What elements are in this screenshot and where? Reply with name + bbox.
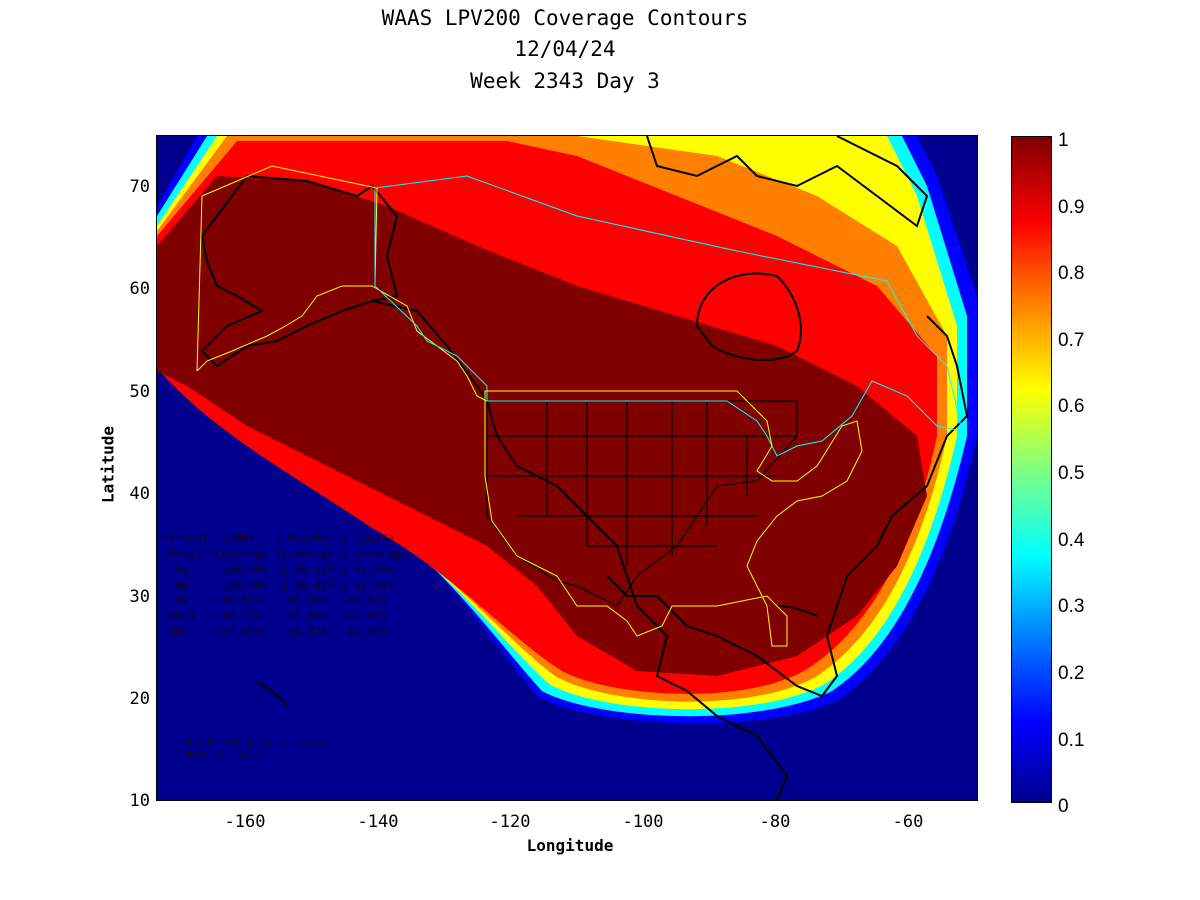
canada-service-boundary (374, 175, 963, 457)
chart-week: Week 2343 Day 3 (470, 69, 660, 93)
stats-row: 99.9 | 98.16% | 93.58% | 41.97% (162, 609, 388, 623)
x-tick-minus-140: -140 (357, 812, 399, 832)
y-tick-40: 40 (129, 484, 150, 504)
colorbar-tick-0.7: 0.7 (1058, 330, 1085, 351)
stats-row: 100 | 97.60% | 91.47% | 41.59% (162, 625, 388, 638)
y-tick-70: 70 (129, 177, 150, 197)
colorbar-tick-0.5: 0.5 (1058, 463, 1085, 484)
colorbar-tick-0.3: 0.3 (1058, 596, 1085, 617)
y-axis-label: Latitude (98, 425, 118, 504)
colorbar-tick-1: 1 (1058, 130, 1069, 151)
coverage-map (156, 135, 978, 801)
x-axis-label: Longitude (526, 836, 614, 855)
coastlines (200, 136, 969, 800)
colorbar (1011, 136, 1052, 803)
y-tick-30: 30 (129, 587, 150, 607)
x-tick-minus-80: -80 (759, 812, 791, 832)
stats-row: 95 | 100.00% | 99.32% | 63.39% (162, 563, 394, 576)
stats-row: 98 | 100.00% | 98.42% | 53.92% (162, 578, 394, 592)
colorbar-tick-0: 0 (1058, 796, 1069, 817)
stats-header-1: Percent| CONUS | Alaska | Canada (162, 531, 394, 544)
alaska-service-boundary (196, 285, 488, 402)
x-tick-minus-100: -100 (622, 812, 664, 832)
colorbar-tick-0.4: 0.4 (1058, 530, 1085, 551)
y-tick-60: 60 (129, 279, 150, 299)
chart-title: WAAS LPV200 Coverage Contours (381, 6, 749, 30)
colorbar-tick-0.9: 0.9 (1058, 197, 1085, 218)
credit-line-2: WAAS Test Team (186, 751, 262, 761)
colorbar-tick-0.6: 0.6 (1058, 396, 1085, 417)
y-tick-50: 50 (129, 382, 150, 402)
x-tick-minus-120: -120 (489, 812, 531, 832)
coverage-stats-table: Percent| CONUS | Alaska | Canada Avail.|… (162, 530, 408, 640)
credit-text: W.J.H. FAA Technical Center WAAS Test Tea… (186, 738, 332, 762)
y-tick-20: 20 (129, 689, 150, 709)
x-tick-minus-60: -60 (892, 812, 924, 832)
colorbar-tick-0.1: 0.1 (1058, 730, 1085, 751)
conus-service-boundary (484, 390, 863, 647)
colorbar-tick-0.2: 0.2 (1058, 663, 1085, 684)
x-tick-minus-160: -160 (224, 812, 266, 832)
chart-date: 12/04/24 (514, 37, 616, 61)
alaska-service-boundary-west (196, 165, 378, 372)
credit-line-1: W.J.H. FAA Technical Center (186, 739, 333, 749)
coverage-band-darkred (157, 176, 927, 676)
coverage-contour-plot (157, 136, 977, 800)
colorbar-tick-0.8: 0.8 (1058, 263, 1085, 284)
stats-row: 99 | 99.88% | 96.91% | 49.83% (162, 594, 388, 607)
stats-header-2: Avail.|Coverage |Coverage | Coverage (162, 546, 408, 562)
y-tick-10: 10 (129, 791, 150, 811)
